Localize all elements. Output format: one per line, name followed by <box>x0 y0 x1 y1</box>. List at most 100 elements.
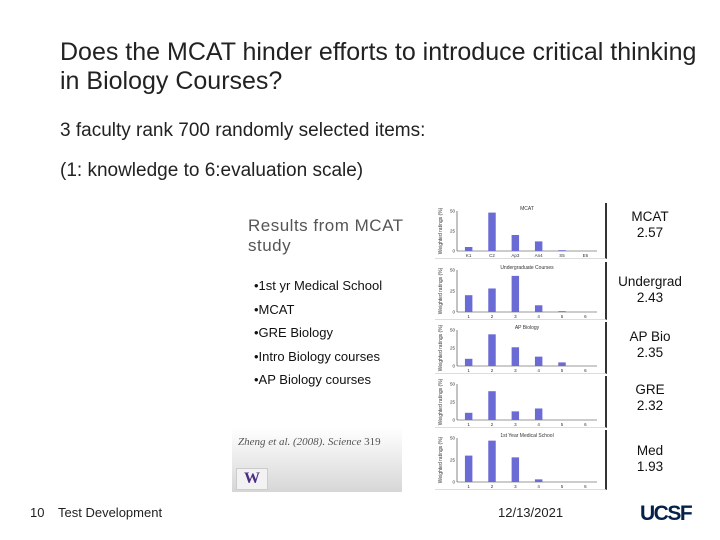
x-tick-label: 3 <box>514 484 517 489</box>
chart-panel-undergrad: Weighted ratings (%) 0 25 50 Undergraduate C… <box>435 262 607 320</box>
figure-heading: Results from MCAT study <box>248 216 404 255</box>
y-tick-label: 50 <box>450 209 456 214</box>
x-tick-label: 5 <box>561 314 564 319</box>
bar <box>511 347 520 366</box>
side-label-score: 2.32 <box>636 398 664 413</box>
chart-title: Undergraduate Courses <box>500 265 554 271</box>
side-label-name: GRE <box>635 382 665 397</box>
bar <box>464 295 473 312</box>
footer-title: Test Development <box>58 505 163 520</box>
y-axis-label: Weighted ratings (%) <box>438 436 444 483</box>
y-axis-label: Weighted ratings (%) <box>438 207 444 254</box>
y-axis-label: Weighted ratings (%) <box>438 267 444 314</box>
y-tick-label: 0 <box>452 364 455 369</box>
y-tick-label: 50 <box>450 268 456 273</box>
bullet-faculty-rank: 3 faculty rank 700 randomly selected ite… <box>60 120 426 141</box>
bar <box>534 408 543 420</box>
list-item: •MCAT <box>254 301 295 317</box>
side-label-name: MCAT <box>631 209 669 224</box>
x-tick-label: 3 <box>514 314 517 319</box>
x-tick-label: 4 <box>537 314 540 319</box>
bar <box>464 412 473 420</box>
citation: Zheng et al. (2008). Science 319 <box>238 436 381 448</box>
bar <box>488 212 496 251</box>
list-item: •GRE Biology <box>254 325 333 340</box>
x-tick-label: 1 <box>467 422 470 427</box>
y-tick-label: 50 <box>450 436 456 441</box>
bar <box>558 362 566 366</box>
y-tick-label: 25 <box>450 346 456 351</box>
side-label-name: Undergrad <box>618 274 682 289</box>
footer-date: 12/13/2021 <box>498 505 564 520</box>
x-tick-label: An4 <box>535 253 544 258</box>
x-tick-label: 2 <box>491 422 494 427</box>
x-tick-label: 4 <box>537 484 540 489</box>
bar <box>488 334 496 366</box>
bar <box>534 241 543 251</box>
y-axis-label: Weighted ratings (%) <box>438 378 444 425</box>
x-tick-label: K1 <box>466 253 472 258</box>
list-item: •1st yr Medical School <box>254 278 383 293</box>
bar <box>511 275 520 312</box>
bar <box>511 411 520 420</box>
y-tick-label: 0 <box>452 310 455 315</box>
citation-volume: 319 <box>364 436 381 448</box>
y-tick-label: 25 <box>450 400 456 405</box>
uw-logo: W <box>236 468 268 490</box>
bar <box>488 391 496 420</box>
ucsf-logo: UCSF <box>640 502 694 525</box>
x-tick-label: 6 <box>584 314 587 319</box>
bar <box>488 288 496 312</box>
side-label-undergrad: Undergrad 2.43 <box>612 274 688 306</box>
y-tick-label: 0 <box>452 249 455 254</box>
x-tick-label: 1 <box>467 484 470 489</box>
y-axis-label: Weighted ratings (%) <box>438 324 444 371</box>
bar <box>534 305 543 312</box>
x-tick-label: E6 <box>583 253 589 258</box>
side-label-score: 2.57 <box>636 225 664 240</box>
y-tick-label: 50 <box>450 328 456 333</box>
chart-panel-gre: Weighted ratings (%) 0 25 50 1 2 3 4 5 6 <box>435 376 607 428</box>
y-tick-label: 50 <box>450 382 456 387</box>
side-label-med: Med 1.93 <box>612 443 688 475</box>
chart-panel-apbio: Weighted ratings (%) 0 25 50 AP Biology 1 2 3 4 5… <box>435 322 607 374</box>
side-label-apbio: AP Bio 2.35 <box>612 329 688 361</box>
bar <box>488 440 496 482</box>
side-label-score: 1.93 <box>636 459 664 474</box>
x-tick-label: 6 <box>584 368 587 373</box>
x-tick-label: S5 <box>559 253 565 258</box>
chart-med: Weighted ratings (%) 0 25 50 1st Year Medica… <box>438 433 597 489</box>
citation-authors: Zheng et al. (2008). <box>238 436 326 448</box>
chart-mcat: Weighted ratings (%) 0 25 50 MCAT K1 C2 Ap3 An4 S… <box>438 206 597 258</box>
x-tick-label: 3 <box>514 368 517 373</box>
y-tick-label: 25 <box>450 458 456 463</box>
x-tick-label: 5 <box>561 422 564 427</box>
x-tick-label: 2 <box>491 368 494 373</box>
page-number: 10 <box>30 505 45 520</box>
x-tick-label: C2 <box>489 253 495 258</box>
bar <box>464 455 473 482</box>
chart-title: MCAT <box>520 206 534 212</box>
bar <box>464 247 473 251</box>
bullet-scale: (1: knowledge to 6:evaluation scale) <box>60 160 364 181</box>
chart-apbio: Weighted ratings (%) 0 25 50 AP Biology 1 2 3 4 5… <box>438 324 597 373</box>
side-label-gre: GRE 2.32 <box>612 382 688 414</box>
side-label-score: 2.43 <box>636 290 664 305</box>
y-tick-label: 0 <box>452 480 455 485</box>
bar <box>511 235 520 251</box>
figure-list: •1st yr Medical School •MCAT •GRE Biolog… <box>254 274 382 392</box>
bar <box>558 250 566 251</box>
citation-journal: Science <box>327 436 362 448</box>
side-label-score: 2.35 <box>636 345 664 360</box>
x-tick-label: 6 <box>584 422 587 427</box>
x-tick-label: 3 <box>514 422 517 427</box>
side-label-name: AP Bio <box>629 329 671 344</box>
list-item: •AP Biology courses <box>254 372 372 387</box>
ucsf-logo-text: UCSF <box>640 502 693 525</box>
chart-title: 1st Year Medical School <box>500 433 553 439</box>
x-tick-label: 1 <box>467 314 470 319</box>
x-tick-label: 4 <box>537 368 540 373</box>
x-tick-label: 2 <box>491 314 494 319</box>
side-label-name: Med <box>636 443 664 458</box>
